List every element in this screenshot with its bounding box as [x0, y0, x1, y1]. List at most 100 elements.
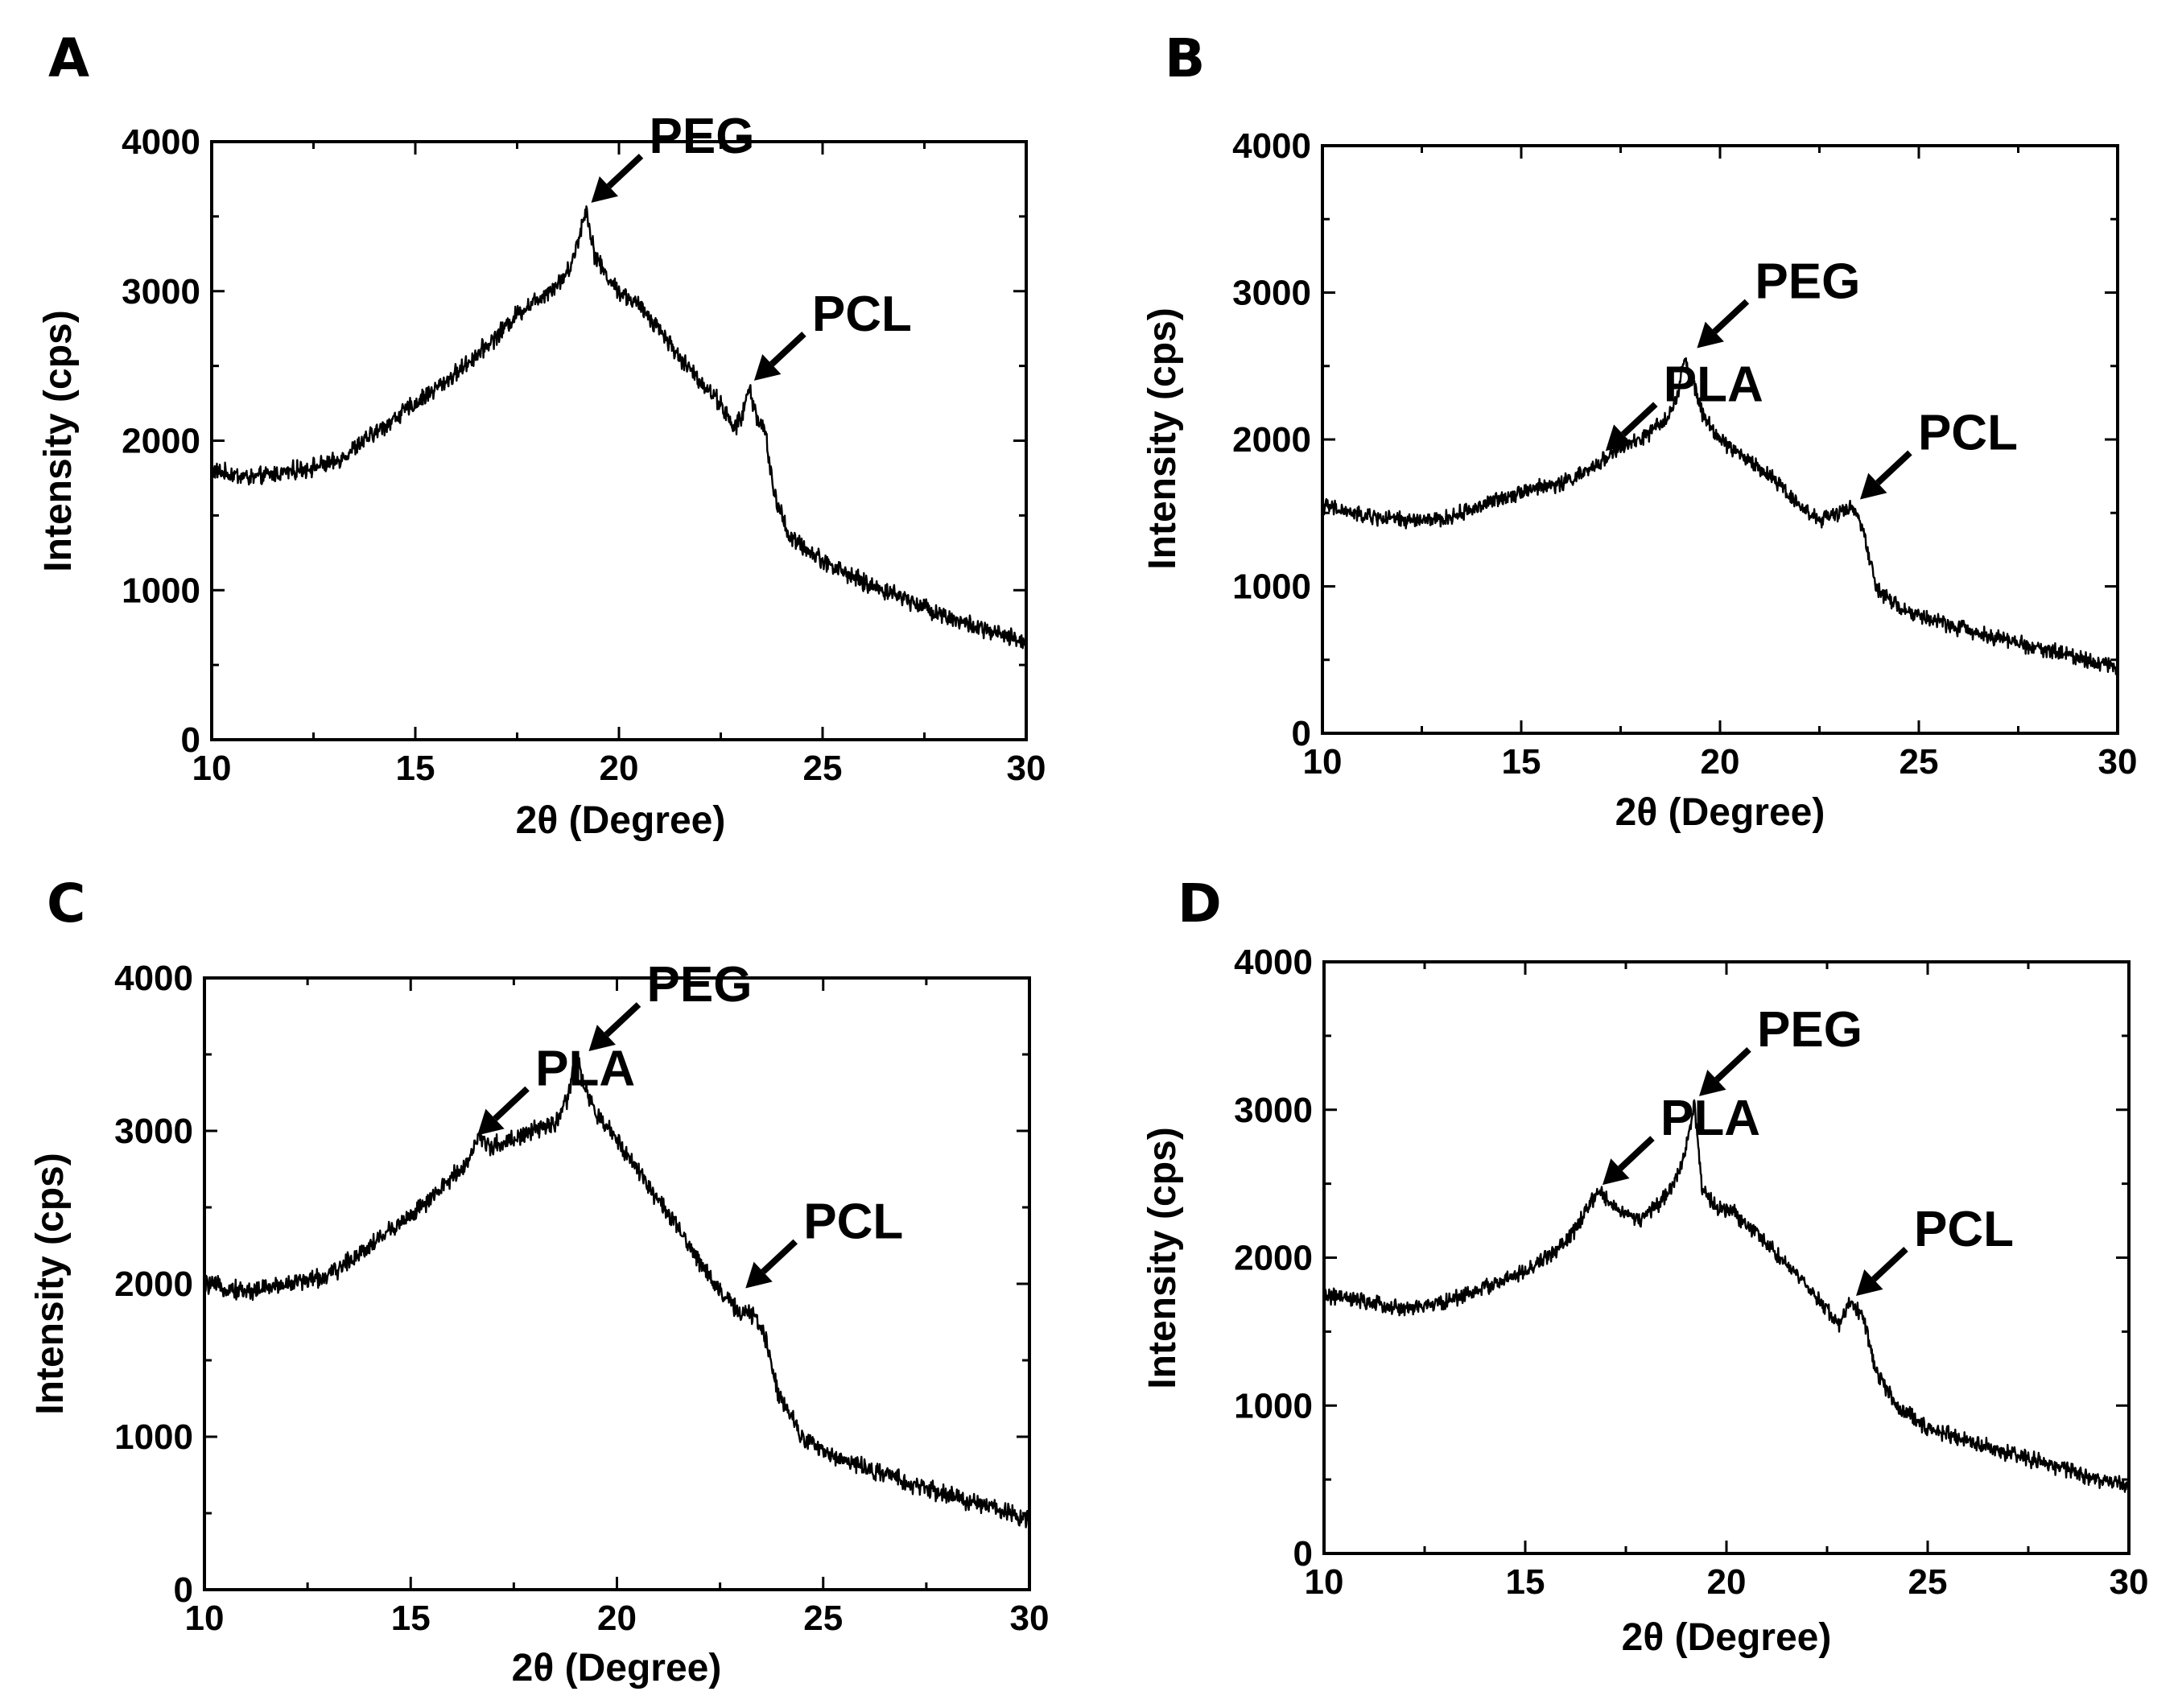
- annotation-arrow-head: [1859, 472, 1887, 500]
- annotation-label-pla: PLA: [1660, 1091, 1760, 1146]
- annotation-arrow-head: [477, 1108, 505, 1136]
- y-tick-label: 3000: [122, 272, 200, 311]
- peak-annotation-pcl: PCL: [745, 1194, 903, 1289]
- peak-annotation-pla: PLA: [1605, 357, 1763, 452]
- x-tick-label: 20: [600, 749, 639, 788]
- y-tick-label: 0: [1292, 714, 1311, 753]
- series-line-c: [203, 1050, 1031, 1529]
- annotation-arrow-shaft: [1875, 450, 1912, 485]
- peak-annotation-pcl: PCL: [1856, 1202, 2014, 1296]
- y-tick-label: 3000: [1232, 274, 1311, 313]
- y-tick-label: 1000: [114, 1417, 193, 1457]
- y-tick-label: 2000: [1232, 420, 1311, 460]
- panel-d: D 10 15 20 25 30 0 1000 2000 3000 4000 2θ (Degree) I…: [1141, 873, 2148, 1659]
- x-tick-label: 10: [1305, 1562, 1344, 1602]
- peak-annotation-pcl: PCL: [1859, 405, 2018, 500]
- panel-letter-b: B: [1165, 27, 1205, 89]
- annotation-label-peg: PEG: [647, 957, 753, 1013]
- x-tick-label: 10: [185, 1599, 225, 1638]
- plot-frame: [1322, 960, 2131, 1555]
- annotation-arrow-head: [591, 175, 619, 203]
- peak-annotation-peg: PEG: [1697, 254, 1860, 349]
- x-tick-label: 25: [803, 749, 843, 788]
- x-tick-label: 10: [192, 749, 232, 788]
- annotation-arrow-shaft: [606, 153, 644, 189]
- y-tick-label: 0: [174, 1570, 193, 1610]
- x-tick-label: 15: [1506, 1562, 1545, 1602]
- annotation-arrow-head: [1603, 1158, 1630, 1186]
- panel-b: B 10 15 20 25 30 0 1000 2000 3000 4000 2θ (Degree) I…: [1141, 27, 2137, 834]
- panel-a: A 10 15 20 25 30 0 1000 2000 3000 4000 2θ (Degree) I…: [37, 27, 1046, 842]
- annotation-arrow-shaft: [1712, 299, 1750, 334]
- panel-letter-a: A: [48, 27, 89, 89]
- annotation-arrow-shaft: [1620, 402, 1658, 437]
- x-axis-title: 2θ (Degree): [516, 799, 726, 842]
- x-tick-label: 20: [597, 1599, 637, 1638]
- x-tick-label: 25: [803, 1599, 843, 1638]
- annotation-label-pcl: PCL: [803, 1194, 903, 1250]
- x-tick-label: 30: [1010, 1599, 1050, 1638]
- annotation-label-peg: PEG: [650, 109, 755, 164]
- annotation-arrow-shaft: [769, 331, 806, 367]
- annotation-label-peg: PEG: [1757, 1002, 1862, 1058]
- annotation-arrow-head: [753, 354, 782, 381]
- x-tick-label: 15: [391, 1599, 431, 1638]
- x-tick-label: 20: [1707, 1562, 1747, 1602]
- peak-annotation-peg: PEG: [1699, 1002, 1862, 1096]
- annotation-arrow-head: [1697, 321, 1724, 349]
- y-tick-label: 0: [181, 720, 200, 760]
- y-tick-label: 0: [1293, 1534, 1313, 1574]
- annotation-arrow-head: [745, 1261, 773, 1289]
- x-tick-label: 20: [1701, 742, 1740, 782]
- plot-frame: [210, 140, 1028, 741]
- y-tick-label: 1000: [1232, 567, 1311, 607]
- y-axis-title: Intensity (cps): [1141, 307, 1184, 569]
- x-tick-label: 30: [2110, 1562, 2149, 1602]
- annotation-arrow-shaft: [1618, 1136, 1655, 1171]
- peak-annotation-pla: PLA: [1603, 1091, 1760, 1186]
- annotation-arrow-shaft: [1871, 1247, 1908, 1282]
- y-tick-label: 2000: [114, 1264, 193, 1304]
- annotation-arrow-head: [1856, 1269, 1883, 1296]
- series-line-b: [1322, 357, 2119, 675]
- panel-c: C 10 15 20 25 30 0 1000 2000 3000 4000 2θ (Degree) I…: [29, 873, 1049, 1689]
- x-tick-label: 25: [1900, 742, 1939, 782]
- y-tick-label: 1000: [1234, 1386, 1313, 1425]
- peak-annotation-peg: PEG: [588, 957, 753, 1051]
- annotation-label-pcl: PCL: [812, 287, 912, 342]
- y-axis-title: Intensity (cps): [1141, 1127, 1184, 1388]
- annotation-arrow-shaft: [761, 1239, 798, 1274]
- y-axis-title: Intensity (cps): [37, 310, 80, 571]
- x-axis-title: 2θ (Degree): [1615, 791, 1825, 834]
- annotation-label-pla: PLA: [535, 1042, 635, 1097]
- y-tick-label: 3000: [114, 1112, 193, 1151]
- x-tick-label: 10: [1303, 742, 1343, 782]
- series-line-d: [1322, 1099, 2131, 1493]
- y-tick-label: 1000: [122, 571, 200, 610]
- annotation-arrow-head: [1605, 424, 1633, 452]
- y-tick-label: 3000: [1234, 1091, 1313, 1130]
- peak-annotation-peg: PEG: [591, 109, 755, 203]
- y-tick-label: 4000: [1234, 943, 1313, 982]
- y-tick-label: 2000: [122, 422, 200, 461]
- x-axis-title: 2θ (Degree): [512, 1647, 722, 1689]
- y-tick-label: 2000: [1234, 1239, 1313, 1278]
- y-tick-label: 4000: [122, 122, 200, 162]
- annotation-label-pcl: PCL: [1918, 405, 2018, 460]
- y-tick-label: 4000: [1232, 126, 1311, 166]
- annotation-arrow-shaft: [1714, 1046, 1751, 1083]
- x-tick-label: 25: [1908, 1562, 1948, 1602]
- annotation-label-pcl: PCL: [1914, 1202, 2014, 1257]
- peak-annotation-pla: PLA: [477, 1042, 635, 1136]
- annotation-arrow-head: [588, 1025, 617, 1051]
- panel-letter-c: C: [47, 873, 85, 934]
- x-tick-label: 30: [1007, 749, 1046, 788]
- annotation-label-peg: PEG: [1755, 254, 1860, 310]
- annotation-label-pla: PLA: [1664, 357, 1763, 412]
- x-tick-label: 15: [396, 749, 435, 788]
- y-axis-title: Intensity (cps): [29, 1153, 72, 1414]
- panel-letter-d: D: [1178, 873, 1222, 934]
- annotation-arrow-shaft: [604, 1002, 641, 1038]
- x-tick-label: 15: [1502, 742, 1541, 782]
